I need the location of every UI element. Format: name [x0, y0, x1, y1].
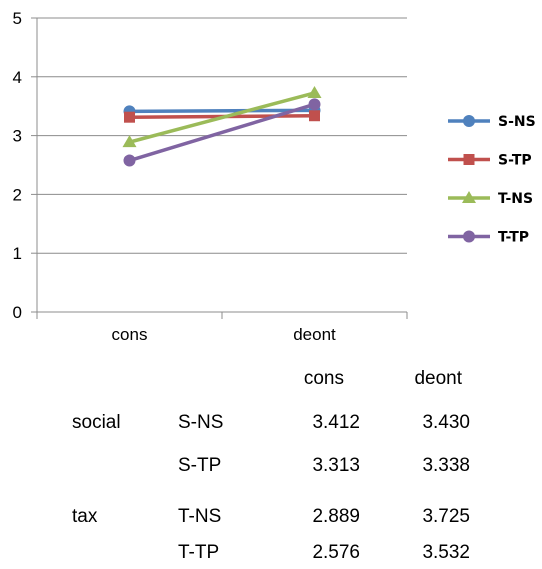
table-cell: 2.889	[312, 506, 360, 527]
data-point	[309, 110, 320, 122]
series-line	[128, 102, 316, 163]
y-tick-label: 5	[13, 9, 22, 28]
table-cell: 3.313	[312, 455, 360, 476]
data-point	[123, 154, 136, 167]
y-tick-label: 3	[13, 127, 22, 146]
legend-label: T-NS	[498, 191, 533, 207]
table-row-name: T-NS	[178, 506, 222, 527]
series-lines	[122, 85, 322, 167]
line-chart: 0 1 2 3 4 5 cons deont S-NS S-TP T-NS T-TP	[13, 9, 536, 344]
legend-label: T-TP	[498, 230, 529, 246]
table-row-name: S-NS	[178, 412, 224, 433]
x-tick-label: deont	[293, 325, 336, 344]
table-group-label: tax	[72, 506, 98, 527]
y-tick-label: 0	[13, 303, 22, 322]
table-cell: 3.412	[312, 412, 360, 433]
table-row-name: S-TP	[178, 455, 222, 476]
x-tick-labels: cons deont	[112, 325, 337, 344]
series-line	[129, 108, 315, 114]
table-cell: 3.430	[422, 412, 470, 433]
data-point	[122, 135, 137, 148]
table-cell: 3.532	[422, 542, 470, 563]
legend: S-NS S-TP T-NS T-TP	[448, 114, 536, 246]
data-point	[124, 111, 135, 123]
table-cell: 2.576	[312, 542, 360, 563]
y-tick-label: 4	[13, 68, 22, 87]
data-point	[463, 115, 475, 127]
y-tick-label: 1	[13, 244, 22, 263]
data-point	[463, 230, 475, 243]
axes	[31, 17, 408, 319]
table-header-cons: cons	[303, 368, 344, 389]
series-line	[129, 91, 315, 144]
y-tick-labels: 0 1 2 3 4 5	[13, 9, 22, 322]
table-group-label: social	[72, 412, 121, 433]
data-point	[307, 85, 322, 98]
gridlines	[37, 17, 407, 254]
x-tick-label: cons	[112, 325, 148, 344]
data-point	[462, 191, 476, 203]
table-cell: 3.725	[422, 506, 470, 527]
legend-label: S-NS	[498, 114, 536, 130]
table-cell: 3.338	[422, 455, 470, 476]
y-tick-label: 2	[13, 185, 22, 204]
data-point	[308, 98, 321, 111]
data-point	[463, 154, 475, 165]
table-header-deont: deont	[414, 368, 462, 389]
table-row-name: T-TP	[178, 542, 220, 563]
legend-label: S-TP	[498, 153, 532, 169]
